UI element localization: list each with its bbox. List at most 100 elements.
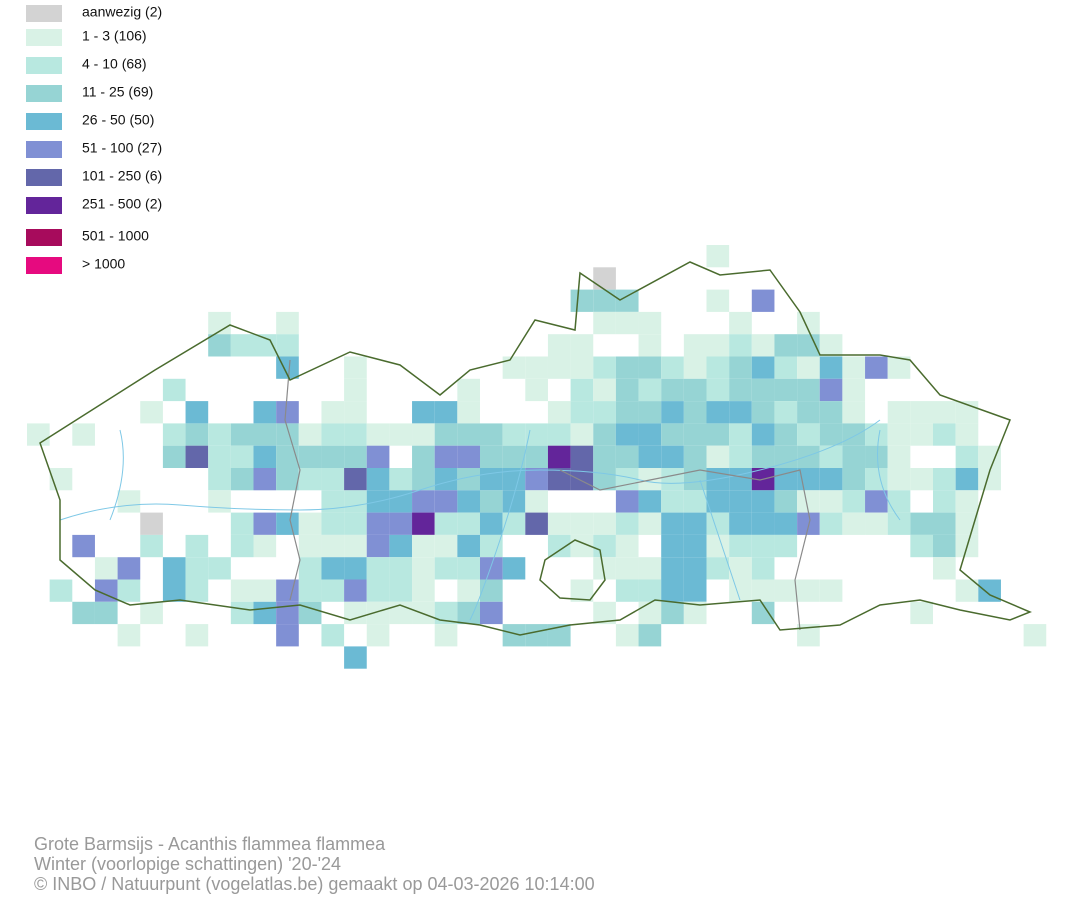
grid-cell — [298, 445, 322, 468]
grid-cell — [502, 445, 526, 468]
grid-cell — [615, 445, 639, 468]
capital-border — [539, 539, 606, 601]
legend-swatch — [26, 57, 62, 74]
grid-cell — [412, 601, 435, 625]
grid-cell — [729, 311, 752, 335]
grid-cell — [683, 334, 707, 357]
grid-cell — [298, 512, 322, 535]
grid-cell — [955, 468, 979, 491]
grid-cell — [253, 512, 277, 535]
grid-cell — [729, 334, 752, 357]
grid-cell — [819, 401, 843, 424]
grid-cell — [774, 378, 798, 402]
grid-cell — [321, 490, 345, 513]
grid-cell — [865, 468, 888, 491]
grid-cell — [638, 356, 662, 379]
footer-title: Grote Barmsijs - Acanthis flammea flamme… — [34, 834, 386, 854]
grid-cell — [72, 534, 95, 558]
grid-cell — [615, 311, 639, 335]
grid-cell — [910, 401, 933, 424]
grid-cell — [593, 423, 616, 446]
grid-cell — [366, 624, 390, 647]
grid-cell — [457, 512, 480, 535]
grid-cell — [887, 356, 911, 379]
grid-cell — [570, 356, 594, 379]
grid-cell — [910, 512, 933, 535]
grid-cell — [593, 311, 616, 335]
grid-cell — [117, 579, 141, 602]
grid-cell — [683, 579, 707, 602]
grid-cell — [638, 423, 662, 446]
grid-cell — [344, 401, 367, 424]
grid-cell — [865, 423, 888, 446]
grid-cell — [185, 579, 209, 602]
grid-cell — [457, 445, 480, 468]
grid-cell — [819, 334, 843, 357]
grid-cell — [774, 445, 798, 468]
legend-label: 1 - 3 (106) — [82, 28, 147, 44]
rivers — [59, 419, 901, 621]
grid-cell — [978, 579, 1001, 602]
grid-cell — [593, 356, 616, 379]
province-border — [284, 359, 811, 631]
grid-cell — [344, 445, 367, 468]
grid-cell — [683, 445, 707, 468]
grid-cell — [593, 289, 616, 312]
grid-cell — [344, 356, 367, 379]
grid-cell — [434, 468, 458, 491]
grid-cell — [389, 557, 413, 580]
grid-cell — [683, 378, 707, 402]
grid-cell — [140, 601, 163, 625]
grid-cell — [865, 512, 888, 535]
legend-label: > 1000 — [82, 256, 125, 272]
grid-cell — [389, 468, 413, 491]
grid-cell — [321, 445, 345, 468]
grid-cell — [412, 401, 435, 424]
grid-cell — [480, 557, 503, 580]
grid-cell — [683, 401, 707, 424]
grid-cell — [344, 423, 367, 446]
grid-cell — [389, 579, 413, 602]
grid-cell — [615, 468, 639, 491]
grid-cell — [480, 601, 503, 625]
legend-swatch — [26, 85, 62, 102]
grid-cell — [570, 579, 594, 602]
river — [59, 419, 881, 521]
grid-cell — [842, 378, 866, 402]
grid-cell — [683, 534, 707, 558]
grid-cell — [570, 512, 594, 535]
grid-cell — [276, 445, 299, 468]
grid-cell — [253, 423, 277, 446]
grid-cell — [344, 490, 367, 513]
grid-cell — [457, 557, 480, 580]
grid-cell — [933, 534, 956, 558]
grid-cell — [955, 579, 979, 602]
grid-cell — [661, 579, 684, 602]
grid-cell — [751, 557, 775, 580]
grid-cell — [638, 311, 662, 335]
grid-cell — [774, 512, 798, 535]
grid-cell — [253, 601, 277, 625]
grid-cell — [208, 468, 231, 491]
grid-cell — [797, 356, 820, 379]
grid-cell — [910, 534, 933, 558]
grid-cell — [842, 468, 866, 491]
grid-cell — [615, 579, 639, 602]
grid-cell — [661, 557, 684, 580]
grid-cell — [615, 423, 639, 446]
grid-cell — [253, 468, 277, 491]
grid-cell — [842, 490, 866, 513]
grid-cell — [344, 579, 367, 602]
grid-cell — [321, 534, 345, 558]
grid-cell — [751, 378, 775, 402]
grid-cell — [706, 289, 730, 312]
grid-cell — [117, 490, 141, 513]
grid-cell — [933, 468, 956, 491]
grid-cell — [344, 534, 367, 558]
grid-cells — [27, 245, 1047, 669]
grid-cell — [638, 468, 662, 491]
grid-cell — [797, 624, 820, 647]
grid-cell — [344, 557, 367, 580]
grid-cell — [185, 401, 209, 424]
